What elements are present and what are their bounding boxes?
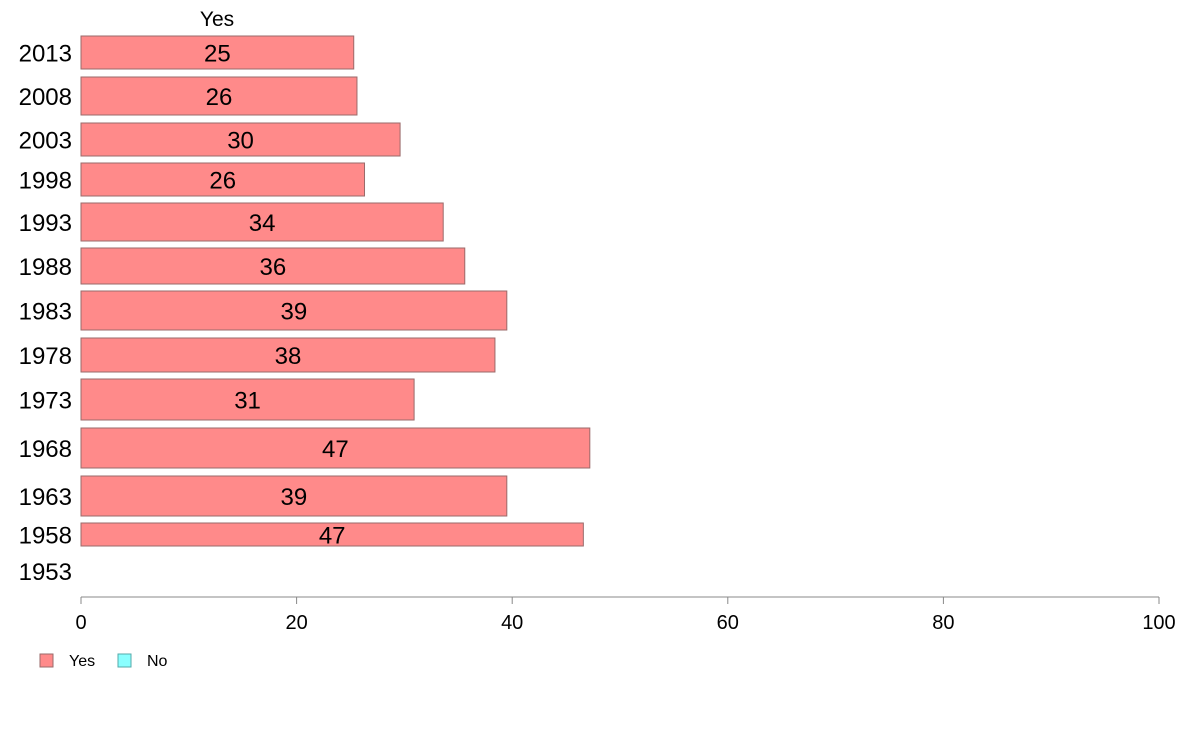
x-tick-label: 0 <box>75 612 86 634</box>
data-label: 25 <box>204 41 231 68</box>
data-label: 34 <box>249 210 276 237</box>
bar-yes <box>80 290 508 331</box>
y-tick-label: 2008 <box>19 84 72 111</box>
bar-yes <box>80 475 508 517</box>
legend-swatch-yes <box>39 653 54 668</box>
bar-yes <box>80 202 444 242</box>
legend-label-yes: Yes <box>69 653 95 670</box>
data-label: 26 <box>206 84 233 111</box>
y-tick-label: 1953 <box>19 559 72 586</box>
y-tick-label: 1993 <box>19 210 72 237</box>
x-tick-label: 60 <box>717 612 739 634</box>
x-tick-label: 100 <box>1142 612 1175 634</box>
data-label: 30 <box>227 128 254 155</box>
data-label: 39 <box>281 299 308 326</box>
legend-swatch-no <box>117 653 132 668</box>
bar-yes <box>80 337 496 373</box>
bar-yes <box>80 247 466 285</box>
data-label: 47 <box>319 523 346 550</box>
y-tick-label: 1978 <box>19 343 72 370</box>
bar-yes <box>80 522 584 547</box>
y-tick-labels: 2013 2008 2003 1998 1993 1988 1983 1978 1973 1968… <box>19 41 72 587</box>
bar-yes <box>80 35 355 70</box>
x-tick-label: 40 <box>501 612 523 634</box>
column-header: Yes <box>200 8 234 31</box>
bar-yes <box>80 427 591 469</box>
y-tick-label: 1983 <box>19 299 72 326</box>
data-labels: 25 26 30 26 34 36 39 38 31 47 39 47 <box>204 41 349 550</box>
x-tick-label: 20 <box>285 612 307 634</box>
data-label: 31 <box>234 388 261 415</box>
data-label: 47 <box>322 436 349 463</box>
y-tick-label: 1963 <box>19 484 72 511</box>
bar-yes <box>80 122 401 157</box>
y-tick-label: 1998 <box>19 168 72 195</box>
legend: Yes No <box>39 653 168 670</box>
y-tick-label: 1973 <box>19 388 72 415</box>
data-label: 36 <box>260 254 287 281</box>
y-tick-label: 1968 <box>19 436 72 463</box>
bars-group <box>80 35 591 547</box>
bar-yes <box>80 378 415 421</box>
y-tick-label: 1988 <box>19 254 72 281</box>
y-tick-label: 1958 <box>19 523 72 550</box>
data-label: 39 <box>281 484 308 511</box>
x-axis-ticks: 0 20 40 60 80 100 <box>75 597 1176 634</box>
data-label: 38 <box>275 343 302 370</box>
bar-yes <box>80 162 366 197</box>
legend-label-no: No <box>147 653 168 670</box>
y-tick-label: 2013 <box>19 41 72 68</box>
x-tick-label: 80 <box>932 612 954 634</box>
bar-yes <box>80 76 358 116</box>
data-label: 26 <box>209 168 236 195</box>
y-tick-label: 2003 <box>19 128 72 155</box>
